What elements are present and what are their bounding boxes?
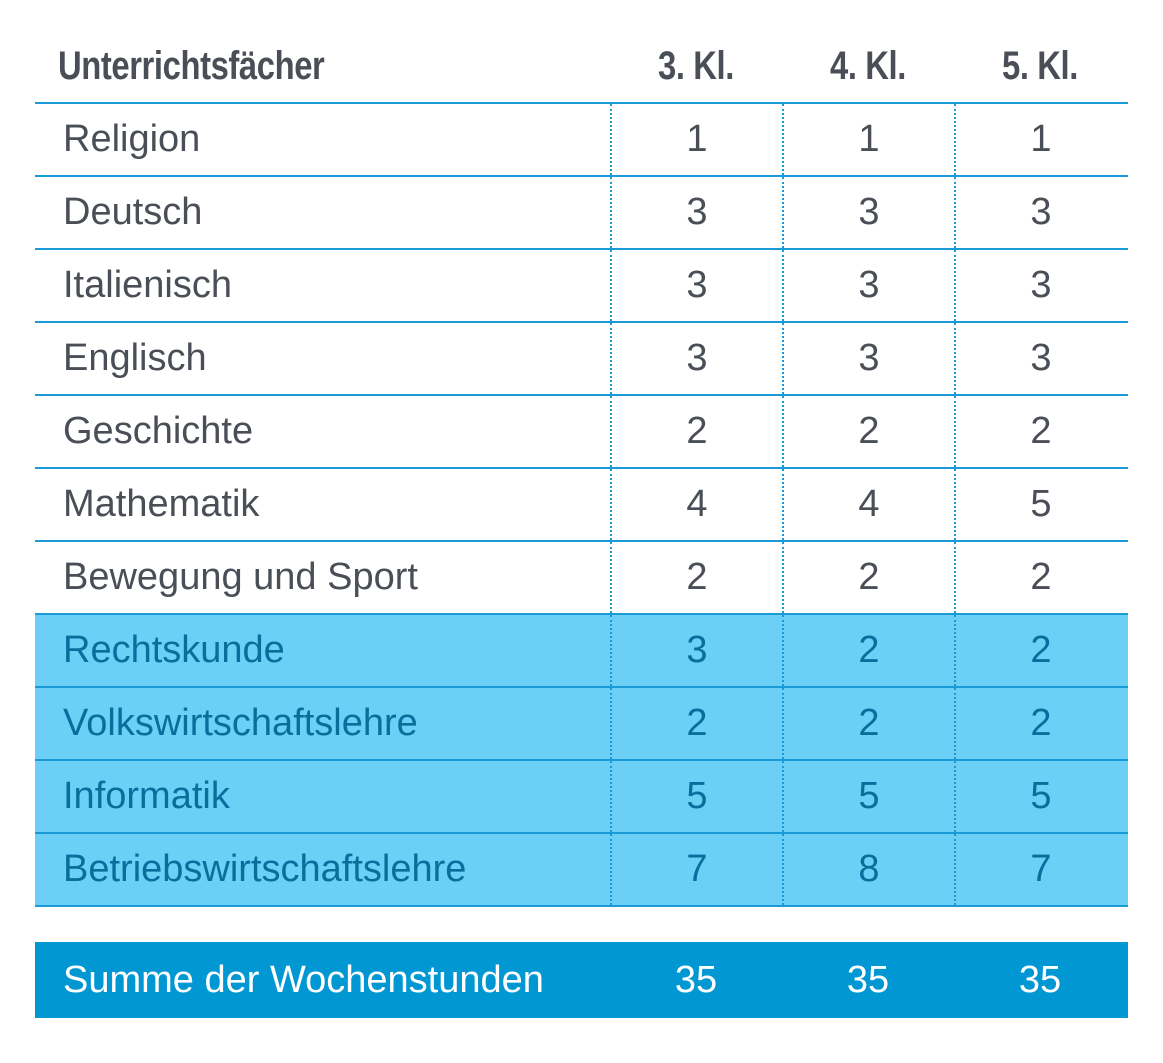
sum-row: Summe der Wochenstunden 35 35 35 — [35, 942, 1128, 1018]
subject-name: Englisch — [63, 337, 207, 379]
table-row-highlighted: Volkswirtschaftslehre 2 2 2 — [35, 688, 1128, 761]
header-class-3: 3. Kl. — [658, 43, 734, 88]
table-row: Deutsch 3 3 3 — [35, 177, 1128, 250]
subject-name: Informatik — [63, 775, 230, 817]
hours-class-4: 8 — [782, 834, 954, 905]
hours-class-3: 3 — [610, 177, 782, 248]
hours-class-4: 3 — [782, 250, 954, 321]
table-row: Religion 1 1 1 — [35, 104, 1128, 177]
timetable: Unterrichtsfächer 3. Kl. 4. Kl. 5. Kl. R… — [35, 30, 1128, 907]
table-row-highlighted: Informatik 5 5 5 — [35, 761, 1128, 834]
hours-class-4: 2 — [782, 396, 954, 467]
hours-class-5: 2 — [954, 615, 1126, 686]
hours-class-5: 2 — [954, 542, 1126, 613]
table-row: Geschichte 2 2 2 — [35, 396, 1128, 469]
hours-class-3: 1 — [610, 104, 782, 175]
hours-class-3: 3 — [610, 250, 782, 321]
table-row: Englisch 3 3 3 — [35, 323, 1128, 396]
subject-name: Bewegung und Sport — [63, 556, 418, 598]
hours-class-3: 5 — [610, 761, 782, 832]
sum-class-3: 35 — [674, 958, 718, 1001]
table-row-highlighted: Betriebswirtschaftslehre 7 8 7 — [35, 834, 1128, 907]
subject-name: Geschichte — [63, 410, 254, 452]
table-row-highlighted: Rechtskunde 3 2 2 — [35, 615, 1128, 688]
hours-class-5: 3 — [954, 323, 1126, 394]
hours-class-4: 3 — [782, 177, 954, 248]
table-row: Bewegung und Sport 2 2 2 — [35, 542, 1128, 615]
hours-class-5: 1 — [954, 104, 1126, 175]
subject-name: Volkswirtschaftslehre — [63, 702, 418, 744]
subject-name: Deutsch — [63, 191, 203, 233]
subject-name: Italienisch — [63, 264, 232, 306]
header-class-5: 5. Kl. — [1002, 43, 1078, 88]
hours-class-4: 5 — [782, 761, 954, 832]
subject-name: Religion — [63, 118, 201, 160]
hours-class-3: 2 — [610, 688, 782, 759]
hours-class-4: 2 — [782, 542, 954, 613]
header-subject: Unterrichtsfächer — [57, 43, 325, 88]
hours-class-5: 5 — [954, 469, 1126, 540]
subject-name: Mathematik — [63, 483, 260, 525]
hours-class-3: 7 — [610, 834, 782, 905]
hours-class-3: 2 — [610, 396, 782, 467]
hours-class-4: 2 — [782, 688, 954, 759]
table-row: Mathematik 4 4 5 — [35, 469, 1128, 542]
header-class-4: 4. Kl. — [830, 43, 906, 88]
hours-class-3: 3 — [610, 323, 782, 394]
hours-class-5: 3 — [954, 177, 1126, 248]
hours-class-5: 2 — [954, 688, 1126, 759]
sum-class-4: 35 — [846, 958, 890, 1001]
hours-class-5: 5 — [954, 761, 1126, 832]
hours-class-4: 4 — [782, 469, 954, 540]
table-header: Unterrichtsfächer 3. Kl. 4. Kl. 5. Kl. — [35, 30, 1128, 104]
hours-class-4: 1 — [782, 104, 954, 175]
sum-class-5: 35 — [1018, 958, 1062, 1001]
hours-class-3: 4 — [610, 469, 782, 540]
hours-class-3: 3 — [610, 615, 782, 686]
hours-class-3: 2 — [610, 542, 782, 613]
subject-name: Betriebswirtschaftslehre — [63, 848, 467, 890]
hours-class-5: 2 — [954, 396, 1126, 467]
hours-class-4: 2 — [782, 615, 954, 686]
hours-class-5: 3 — [954, 250, 1126, 321]
hours-class-4: 3 — [782, 323, 954, 394]
sum-label: Summe der Wochenstunden — [63, 958, 544, 1001]
subject-name: Rechtskunde — [63, 629, 285, 671]
hours-class-5: 7 — [954, 834, 1126, 905]
table-row: Italienisch 3 3 3 — [35, 250, 1128, 323]
